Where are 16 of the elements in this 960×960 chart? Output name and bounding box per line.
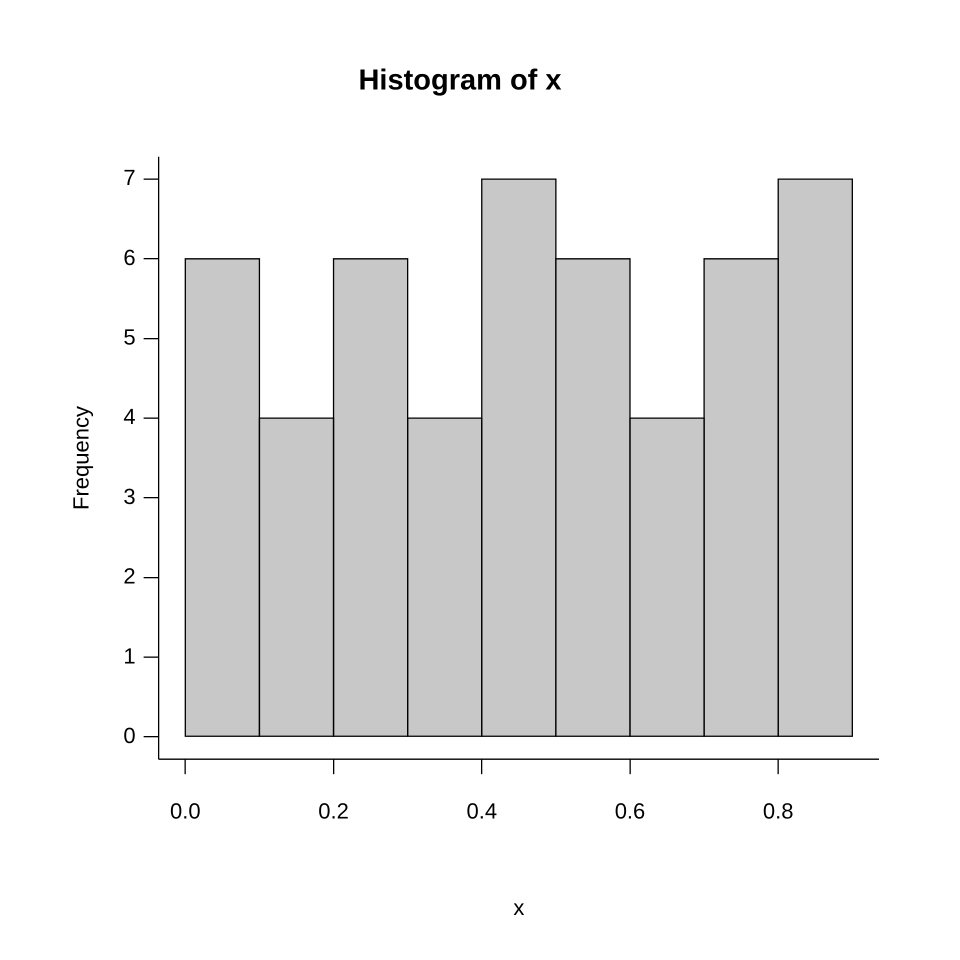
y-axis-title: Frequency [68, 406, 94, 510]
x-tick-label: 0.0 [170, 798, 201, 824]
chart-title: Histogram of x [358, 64, 562, 96]
y-tick-label: 2 [123, 564, 136, 589]
x-tick-label: 0.4 [466, 798, 498, 824]
y-tick-label: 6 [123, 244, 136, 270]
x-axis-title: x [513, 894, 524, 920]
y-tick-label: 4 [123, 404, 136, 430]
x-tick-label: 0.2 [318, 798, 349, 824]
x-tick-label: 0.8 [762, 798, 794, 824]
y-tick-label: 1 [123, 643, 136, 668]
y-tick-label: 5 [123, 324, 136, 350]
y-tick-label: 3 [123, 484, 136, 509]
y-tick-label: 0 [123, 722, 136, 748]
y-tick-label: 7 [123, 165, 136, 190]
x-tick-label: 0.6 [614, 798, 646, 824]
